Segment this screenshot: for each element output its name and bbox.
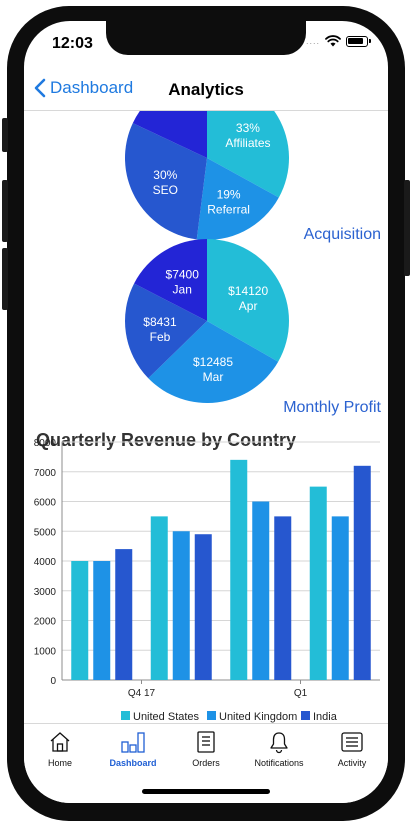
signal-indicator: .... xyxy=(305,36,320,46)
pie-1-slice-3 xyxy=(134,239,207,321)
navigation-bar: Dashboard Analytics xyxy=(24,76,388,111)
bar-1-3 xyxy=(331,516,349,680)
bar-y-tick-label-6: 6000 xyxy=(34,498,57,509)
pie-1-value-label-3: $7400 xyxy=(166,267,200,281)
tab-orders-label: Orders xyxy=(192,758,220,768)
back-button[interactable]: Dashboard xyxy=(34,78,133,98)
legend-swatch-1 xyxy=(207,711,216,720)
bar-y-tick-label-7: 7000 xyxy=(34,468,57,479)
bar-y-tick-label-8: 8000 xyxy=(34,438,57,449)
bar-0-2 xyxy=(230,459,248,680)
legend-swatch-2 xyxy=(301,711,310,720)
tab-activity-label: Activity xyxy=(337,758,367,768)
pie-1-value-label-0: $14120 xyxy=(228,284,268,298)
bar-2-1 xyxy=(194,534,212,680)
pie-0-value-label-2: 30% xyxy=(153,168,177,182)
bar-1-2 xyxy=(252,501,270,680)
bar-y-tick-label-3: 3000 xyxy=(34,587,57,598)
pie-0-slice-label-2: SEO xyxy=(153,183,178,197)
pie-0-slice-2 xyxy=(125,123,207,240)
back-button-label: Dashboard xyxy=(50,78,134,97)
page-title: Analytics xyxy=(168,80,244,99)
pie-1-slice-label-2: Feb xyxy=(150,330,171,344)
bar-0-0 xyxy=(71,561,89,680)
pie-1-slice-0 xyxy=(207,239,289,362)
pie-0-slice-3 xyxy=(132,111,207,158)
battery-icon xyxy=(346,35,371,47)
pie-1-value-label-1: $12485 xyxy=(193,355,233,369)
tab-notifications-label: Notifications xyxy=(254,758,304,768)
bar-1-0 xyxy=(93,561,111,680)
pie-0-slice-label-0: Affiliates xyxy=(225,136,270,150)
bar-chart-icon xyxy=(121,732,145,753)
legend-label-0: United States xyxy=(133,711,200,723)
pie-1-slice-1 xyxy=(148,321,279,403)
status-indicators: .... xyxy=(305,35,371,47)
power-button xyxy=(404,180,410,276)
bar-0-1 xyxy=(150,516,168,680)
bar-y-tick-label-0: 0 xyxy=(50,676,56,687)
bar-2-0 xyxy=(115,549,133,680)
volume-up-button xyxy=(2,180,8,242)
pie-1-slice-label-1: Mar xyxy=(203,370,224,384)
bar-y-tick-label-4: 4000 xyxy=(34,557,57,568)
legend-label-2: India xyxy=(313,711,338,723)
bar-y-tick-label-2: 2000 xyxy=(34,617,57,628)
orders-list-icon xyxy=(197,731,215,753)
chevron-left-icon xyxy=(34,78,46,98)
legend-label-1: United Kingdom xyxy=(219,711,297,723)
bell-icon xyxy=(270,732,288,754)
pie-1-slice-label-0: Apr xyxy=(239,299,258,313)
bar-2-2 xyxy=(274,516,292,680)
tab-dashboard[interactable]: Dashboard xyxy=(97,730,169,768)
status-time: 12:03 xyxy=(52,35,93,52)
bar-y-tick-label-1: 1000 xyxy=(34,646,57,657)
bar-chart-title: Quarterly Revenue by Country xyxy=(36,430,296,450)
mute-switch xyxy=(2,118,8,152)
bar-x-tick-label-1: Q1 xyxy=(294,688,308,699)
charts-canvas: 33%Affiliates 19%Referral 30%SEO Acquisitio… xyxy=(34,111,382,723)
tab-home[interactable]: Home xyxy=(24,730,96,768)
tab-activity[interactable]: Activity xyxy=(316,730,388,768)
bar-x-tick-label-0: Q4 17 xyxy=(128,688,156,699)
bar-0-3 xyxy=(309,486,327,680)
activity-list-icon xyxy=(341,732,363,752)
volume-down-button xyxy=(2,248,8,310)
pie-0-slice-0 xyxy=(207,111,289,198)
bar-1-1 xyxy=(172,531,190,680)
analytics-content[interactable]: 33% Affiliates 19% Referral 30% SEO Acquisitio… xyxy=(24,111,388,723)
wifi-icon xyxy=(325,35,341,47)
bar-2-3 xyxy=(353,465,371,680)
tab-orders[interactable]: Orders xyxy=(170,730,242,768)
pie-1-slice-label-3: Jan xyxy=(173,282,192,296)
home-icon xyxy=(50,732,70,752)
pie-0-value-label-0: 33% xyxy=(236,121,260,135)
pie-0-value-label-1: 19% xyxy=(217,187,241,201)
tab-dashboard-label: Dashboard xyxy=(109,758,157,768)
notch xyxy=(106,21,306,55)
pie-0-slice-1 xyxy=(196,158,279,240)
legend-swatch-0 xyxy=(121,711,130,720)
pie-0-slice-label-1: Referral xyxy=(207,202,250,216)
screen: 12:03 .... Dashboard Analytics 33% Affili… xyxy=(24,21,388,803)
pie-1-title: Monthly Profit xyxy=(283,399,381,416)
tab-home-label: Home xyxy=(47,758,72,768)
pie-0-title: Acquisition xyxy=(304,226,381,243)
home-indicator xyxy=(142,789,270,794)
tab-notifications[interactable]: Notifications xyxy=(243,730,315,768)
bar-y-tick-label-5: 5000 xyxy=(34,527,57,538)
pie-1-value-label-2: $8431 xyxy=(143,315,177,329)
pie-1-slice-2 xyxy=(125,283,207,379)
